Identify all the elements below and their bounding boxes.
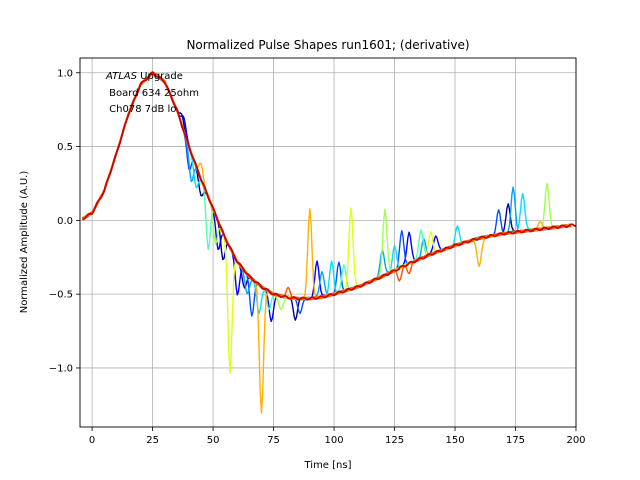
x-axis-label: Time [ns] [303,460,351,471]
x-tick-label: 50 [207,435,220,446]
annotation-line-2: Board 634 25ohm [106,88,199,99]
y-tick-label: 1.0 [57,68,73,79]
x-tick-label: 100 [325,435,344,446]
plot-series-group [81,70,576,414]
annotation-atlas: ATLAS [105,71,138,82]
x-tick-label: 25 [146,435,159,446]
atlas-annotation: ATLAS Upgrade Board 634 25ohm Ch078 7dB … [105,71,199,115]
y-tick-label: −0.5 [49,290,73,301]
annotation-line-1: ATLAS Upgrade [105,71,183,82]
plot-area-frame [79,57,577,428]
y-axis-label: Normalized Amplitude (A.U.) [19,171,30,314]
chart-title: Normalized Pulse Shapes run1601; (deriva… [186,38,469,52]
y-axis-ticks: −1.0 −0.5 0.0 0.5 1.0 [49,68,80,374]
y-tick-label: −1.0 [49,363,73,374]
series-line-11 [82,71,576,301]
y-tick-label: 0.0 [57,216,73,227]
x-tick-label: 150 [445,435,464,446]
y-tick-label: 0.5 [57,142,73,153]
annotation-line-3: Ch078 7dB lo [106,104,176,115]
x-tick-label: 125 [385,435,404,446]
annotation-upgrade: Upgrade [137,71,183,82]
x-tick-label: 200 [566,435,585,446]
x-tick-label: 75 [267,435,280,446]
x-tick-label: 175 [506,435,525,446]
x-tick-label: 0 [89,435,95,446]
grid-lines [80,58,577,427]
x-axis-ticks: 0 25 50 75 100 125 150 175 200 [89,427,586,446]
